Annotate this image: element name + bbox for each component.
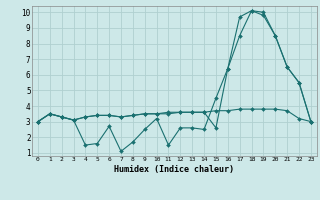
X-axis label: Humidex (Indice chaleur): Humidex (Indice chaleur) [115,165,234,174]
